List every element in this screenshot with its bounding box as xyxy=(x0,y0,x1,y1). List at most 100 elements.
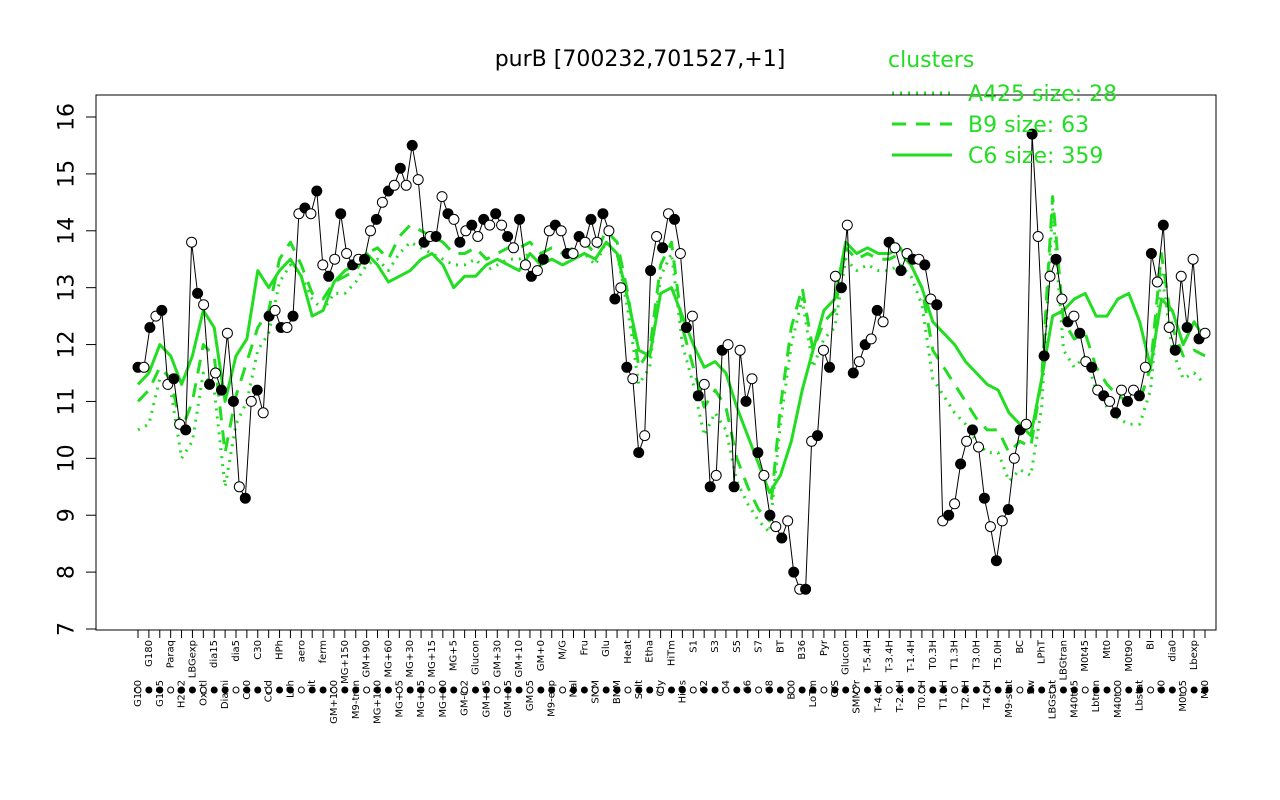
gene-expression-point xyxy=(496,219,508,231)
rug-point xyxy=(1038,686,1046,694)
rug-point xyxy=(646,686,654,694)
gene-expression-point xyxy=(841,219,853,231)
gene-expression-point xyxy=(746,373,758,385)
x-tick-label: T0.3H xyxy=(928,640,939,671)
rug-point xyxy=(210,686,218,694)
x-tick-label: GM+150 xyxy=(329,680,340,724)
rug-point xyxy=(363,686,371,694)
gene-expression-point xyxy=(1169,344,1181,356)
gene-expression-point xyxy=(812,430,823,442)
legend-label: B9 size: 63 xyxy=(968,113,1089,138)
gene-expression-point xyxy=(537,253,549,265)
x-tick-label: T5.0H xyxy=(993,640,1004,671)
gene-expression-point xyxy=(1139,361,1151,373)
rug-point xyxy=(1081,686,1089,694)
gene-expression-point xyxy=(406,139,418,151)
x-tick-label: M40t90 xyxy=(1113,680,1124,718)
data-points xyxy=(132,128,1211,595)
gene-expression-point xyxy=(1050,253,1062,265)
rug-point xyxy=(319,686,327,694)
gene-expression-point xyxy=(388,179,400,191)
x-tick-label: ferm xyxy=(318,640,329,663)
y-tick-label: 8 xyxy=(55,565,80,579)
x-tick-label: T1.0H xyxy=(939,680,950,711)
gene-expression-point xyxy=(973,441,984,453)
x-tick-label: Diami xyxy=(220,680,231,709)
x-tick-label: Heat xyxy=(623,640,634,664)
gene-expression-point xyxy=(329,253,341,265)
x-tick-label: MG+150 xyxy=(340,640,351,684)
x-tick-label: B36 xyxy=(797,640,808,660)
gene-expression-point xyxy=(633,447,645,459)
x-tick-label: SMMPr xyxy=(852,679,863,713)
x-tick-label: M40t45 xyxy=(1069,680,1080,718)
rug-point xyxy=(156,686,164,694)
gene-expression-point xyxy=(335,208,347,220)
gene-expression-point xyxy=(1181,322,1193,333)
gene-expression-point xyxy=(502,231,514,242)
rug-point xyxy=(1005,686,1013,694)
gene-expression-point xyxy=(1056,293,1068,305)
x-tick-label: T0.0H xyxy=(917,680,928,711)
rug-point xyxy=(885,686,893,694)
gene-expression-point xyxy=(692,390,704,402)
gene-expression-point xyxy=(877,316,889,328)
rug-point xyxy=(787,686,795,694)
x-tick-label: HiTm xyxy=(667,640,678,666)
y-tick-label: 13 xyxy=(55,274,80,302)
gene-expression-point xyxy=(436,191,448,203)
x-tick-label: M9-exp xyxy=(547,680,558,717)
rug-point xyxy=(863,686,871,694)
x-tick-label: Glucon xyxy=(841,640,852,675)
x-tick-label: H2O2 xyxy=(177,680,188,708)
x-tick-label: S3 xyxy=(710,640,721,653)
gene-expression-point xyxy=(984,521,996,533)
gene-expression-point xyxy=(829,270,841,282)
x-tick-label: LPhT xyxy=(1037,639,1048,664)
legend-label: A425 size: 28 xyxy=(968,82,1117,107)
gene-expression-point xyxy=(865,333,877,345)
gene-expression-point xyxy=(186,236,198,248)
gene-expression-point xyxy=(1122,395,1133,407)
gene-expression-point xyxy=(448,213,460,225)
gene-expression-point xyxy=(1133,390,1145,402)
gene-expression-point xyxy=(1074,327,1086,339)
gene-expression-point xyxy=(955,458,967,470)
x-tick-label: T-3.4H xyxy=(884,640,895,673)
rug-point xyxy=(929,686,937,694)
rug-point xyxy=(341,686,349,694)
gene-expression-point xyxy=(144,322,156,333)
x-tick-label: Lbexp xyxy=(1189,640,1200,670)
rug-point xyxy=(1027,686,1035,694)
x-tick-label: Glucon xyxy=(471,640,482,675)
x-tick-label: BI xyxy=(1146,640,1157,650)
gene-expression-point xyxy=(853,356,865,368)
x-tick-label: Paraq xyxy=(166,640,177,668)
rug-point xyxy=(297,686,305,694)
rug-point xyxy=(428,686,436,694)
rug-point xyxy=(580,686,588,694)
x-axis: G150G180G135ParaqH2O2LBGexpOxctldia15Dia… xyxy=(133,629,1211,724)
x-tick-label: GM+30 xyxy=(492,640,503,677)
y-tick-label: 10 xyxy=(55,444,80,472)
gene-expression-point xyxy=(359,253,370,265)
gene-expression-point xyxy=(180,424,192,436)
gene-expression-point xyxy=(1026,128,1038,140)
x-tick-label: GM-0.2 xyxy=(460,680,471,716)
gene-expression-point xyxy=(466,219,478,231)
gene-expression-point xyxy=(782,515,794,527)
gene-expression-point xyxy=(943,509,955,521)
x-tick-label: Glu xyxy=(601,640,612,657)
x-tick-label: G180 xyxy=(144,640,155,667)
gene-expression-point xyxy=(1086,361,1098,373)
rug-point xyxy=(613,686,621,694)
gene-expression-point xyxy=(204,378,215,390)
series-line-dotted xyxy=(137,206,1207,534)
gene-expression-point xyxy=(704,481,716,493)
rug-point xyxy=(232,686,240,694)
rug-point xyxy=(504,686,512,694)
gene-expression-point xyxy=(156,304,168,316)
gene-expression-point xyxy=(835,282,847,294)
x-tick-label: LoTm xyxy=(808,680,819,707)
